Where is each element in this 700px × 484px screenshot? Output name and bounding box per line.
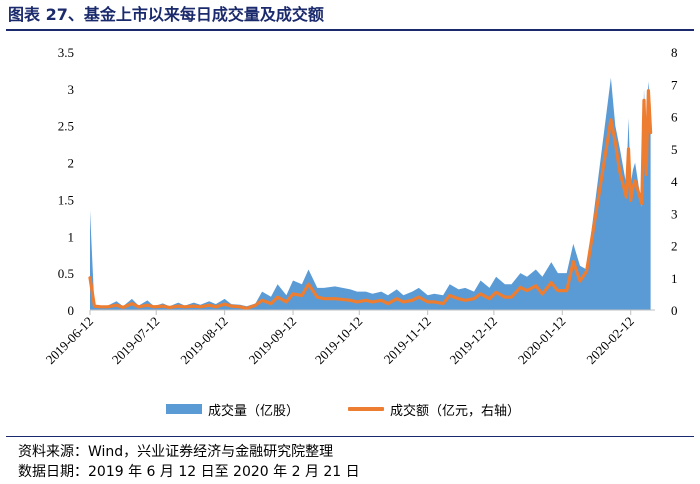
series-amount-line xyxy=(88,89,653,310)
x-tick-label: 2019-11-12 xyxy=(381,314,434,367)
legend-swatch-amount xyxy=(348,407,384,411)
x-tick-label: 2019-10-12 xyxy=(312,314,366,368)
legend-item-volume: 成交量（亿股） xyxy=(166,398,299,420)
y-left-tick-label: 3.5 xyxy=(58,45,74,60)
series-volume-area xyxy=(90,77,651,310)
legend: 成交量（亿股） 成交额（亿元，右轴） xyxy=(0,398,700,420)
x-tick-label: 2019-08-12 xyxy=(177,314,231,368)
y-left-tick-label: 1.5 xyxy=(58,192,74,207)
chart-title: 图表 27、基金上市以来每日成交量及成交额 xyxy=(8,5,324,24)
y-right-tick-label: 1 xyxy=(671,271,678,286)
legend-label-volume: 成交量（亿股） xyxy=(208,403,300,419)
legend-swatch-volume xyxy=(166,404,202,414)
footer-rule xyxy=(6,436,694,437)
x-tick-label: 2020-01-12 xyxy=(515,314,569,368)
y-right-tick-label: 3 xyxy=(671,206,678,221)
y-right-tick-label: 5 xyxy=(671,142,678,157)
legend-label-amount: 成交额（亿元，右轴） xyxy=(390,403,521,419)
y-right-tick-label: 4 xyxy=(671,174,678,189)
y-left-tick-label: 2 xyxy=(68,156,75,171)
y-left-tick-label: 3 xyxy=(68,82,75,97)
x-tick-label: 2019-09-12 xyxy=(246,314,300,368)
legend-item-amount: 成交额（亿元，右轴） xyxy=(348,398,520,420)
y-left-tick-label: 0.5 xyxy=(58,266,74,281)
y-left-tick-label: 0 xyxy=(68,303,75,318)
y-left-tick-label: 1 xyxy=(68,229,75,244)
x-tick-label: 2019-07-12 xyxy=(109,314,163,368)
y-right-tick-label: 0 xyxy=(671,303,678,318)
title-rule xyxy=(6,29,694,31)
y-right-tick-label: 8 xyxy=(671,45,678,60)
x-tick-label: 2019-12-12 xyxy=(446,314,500,368)
date-note: 数据日期：2019 年 6 月 12 日至 2020 年 2 月 21 日 xyxy=(18,464,360,480)
y-left-tick-label: 2.5 xyxy=(58,119,74,134)
y-right-tick-label: 2 xyxy=(671,239,678,254)
source-note: 资料来源：Wind，兴业证券经济与金融研究院整理 xyxy=(18,444,334,460)
x-tick-label: 2019-06-12 xyxy=(43,314,97,368)
y-right-tick-label: 7 xyxy=(671,77,678,92)
x-tick-label: 2020-02-12 xyxy=(583,314,637,368)
y-right-tick-label: 6 xyxy=(671,110,678,125)
